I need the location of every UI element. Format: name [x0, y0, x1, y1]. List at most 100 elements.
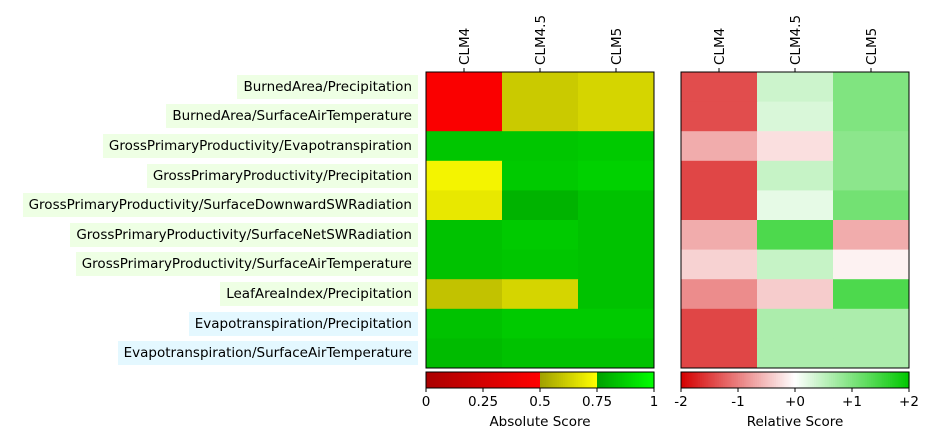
absolute-colorbar-segment: [521, 372, 524, 388]
absolute-cell: [578, 160, 655, 191]
absolute-colorbar-segment: [441, 372, 444, 388]
relative-colorbar-segment: [884, 372, 887, 388]
relative-colorbar-segment: [846, 372, 849, 388]
relative-cell: [681, 279, 758, 310]
row-label: GrossPrimaryProductivity/SurfaceNetSWRad…: [70, 222, 418, 247]
relative-colorbar-segment: [791, 372, 794, 388]
relative-cell: [833, 220, 910, 251]
absolute-colorbar-segment: [515, 372, 518, 388]
absolute-colorbar-segment: [623, 372, 627, 388]
relative-cell: [681, 249, 758, 280]
relative-colorbar-segment: [720, 372, 724, 388]
relative-colorbar-tick-label: +0: [785, 394, 805, 410]
row-label: GrossPrimaryProductivity/Precipitation: [146, 163, 418, 188]
relative-cell: [681, 220, 758, 251]
relative-column-label: CLM4.5: [788, 15, 804, 65]
absolute-cell: [578, 338, 655, 369]
relative-colorbar-segment: [758, 372, 762, 388]
relative-cell: [833, 101, 910, 132]
relative-colorbar-segment: [857, 372, 861, 388]
relative-colorbar-segment: [749, 372, 752, 388]
relative-cell: [833, 279, 910, 310]
relative-colorbar-segment: [722, 372, 726, 388]
absolute-colorbar-segment: [576, 372, 579, 388]
relative-colorbar-segment: [751, 372, 754, 388]
relative-colorbar-segment: [774, 372, 777, 388]
relative-colorbar-segment: [867, 372, 870, 388]
absolute-colorbar-segment: [431, 372, 435, 388]
absolute-colorbar-segment: [496, 372, 499, 388]
relative-colorbar-segment: [888, 372, 891, 388]
absolute-colorbar-segment: [460, 372, 463, 388]
relative-colorbar-segment: [802, 372, 806, 388]
relative-colorbar-segment: [842, 372, 845, 388]
relative-cell: [681, 131, 758, 162]
relative-colorbar-segment: [840, 372, 844, 388]
relative-colorbar-segment: [836, 372, 840, 388]
relative-colorbar-segment: [743, 372, 747, 388]
absolute-colorbar-segment: [600, 372, 604, 388]
absolute-colorbar-segment: [477, 372, 480, 388]
relative-colorbar-segment: [901, 372, 904, 388]
relative-colorbar-segment: [741, 372, 745, 388]
absolute-cell: [578, 190, 655, 221]
row-label: GrossPrimaryProductivity/Evapotranspirat…: [102, 134, 418, 158]
relative-colorbar-segment: [719, 372, 722, 388]
absolute-colorbar-segment: [617, 372, 621, 388]
relative-colorbar-segment: [738, 372, 741, 388]
absolute-colorbar-segment: [635, 372, 638, 388]
absolute-cell: [502, 72, 579, 103]
relative-colorbar-segment: [893, 372, 897, 388]
absolute-cell: [502, 249, 579, 280]
relative-cell: [757, 131, 834, 162]
relative-colorbar-segment: [753, 372, 756, 388]
relative-colorbar-segment: [755, 372, 758, 388]
absolute-cell: [578, 101, 655, 132]
relative-colorbar-segment: [833, 372, 836, 388]
absolute-colorbar-segment: [536, 372, 539, 388]
absolute-cell: [502, 160, 579, 191]
absolute-colorbar-segment: [469, 372, 473, 388]
relative-colorbar-segment: [876, 372, 880, 388]
absolute-colorbar-segment: [456, 372, 459, 388]
absolute-colorbar-segment: [467, 372, 471, 388]
absolute-colorbar-segment: [427, 372, 431, 388]
absolute-colorbar-segment: [606, 372, 609, 388]
relative-colorbar-tick-label: +1: [842, 394, 862, 410]
relative-colorbar-segment: [700, 372, 703, 388]
relative-colorbar-segment: [745, 372, 749, 388]
relative-colorbar-segment: [804, 372, 807, 388]
relative-colorbar-segment: [838, 372, 842, 388]
relative-colorbar-segment: [764, 372, 768, 388]
absolute-colorbar-segment: [540, 372, 543, 388]
absolute-colorbar-segment: [488, 372, 492, 388]
absolute-colorbar-segment: [621, 372, 625, 388]
relative-colorbar-segment: [734, 372, 737, 388]
relative-cell: [757, 338, 834, 369]
relative-cell: [757, 279, 834, 310]
relative-colorbar-segment: [819, 372, 823, 388]
relative-colorbar-segment: [865, 372, 868, 388]
absolute-colorbar-segment: [589, 372, 592, 388]
relative-colorbar-segment: [779, 372, 783, 388]
absolute-colorbar-segment: [519, 372, 522, 388]
relative-colorbar-segment: [891, 372, 895, 388]
absolute-colorbar-segment: [452, 372, 456, 388]
absolute-colorbar-segment: [545, 372, 549, 388]
absolute-colorbar-segment: [585, 372, 589, 388]
absolute-colorbar-segment: [543, 372, 547, 388]
absolute-cell: [426, 160, 503, 191]
absolute-colorbar-segment: [652, 372, 655, 388]
relative-colorbar-segment: [890, 372, 893, 388]
relative-colorbar-segment: [882, 372, 885, 388]
absolute-colorbar-segment: [553, 372, 556, 388]
absolute-colorbar-segment: [443, 372, 446, 388]
absolute-cell: [426, 220, 503, 251]
relative-colorbar-segment: [829, 372, 832, 388]
absolute-cell: [426, 131, 503, 162]
relative-colorbar-segment: [757, 372, 760, 388]
absolute-colorbar-segment: [494, 372, 497, 388]
relative-colorbar-segment: [684, 372, 688, 388]
relative-colorbar-segment: [861, 372, 864, 388]
